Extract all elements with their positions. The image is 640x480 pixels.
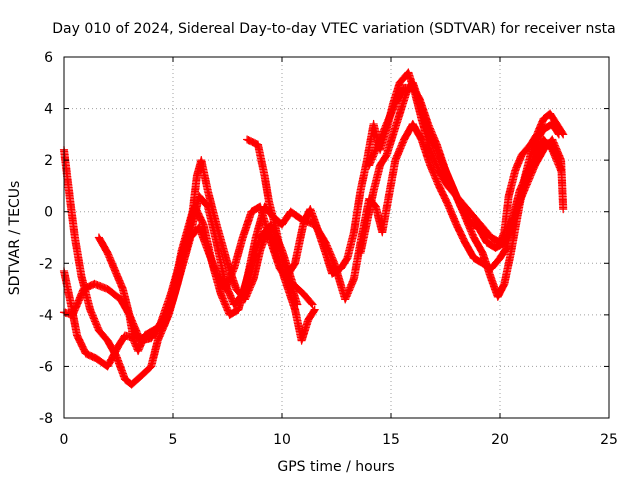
x-tick-label: 10 (273, 432, 291, 448)
y-tick-label: 0 (44, 205, 53, 221)
x-tick-label: 20 (491, 432, 509, 448)
y-tick-label: 6 (44, 50, 53, 66)
series-track-4 (94, 202, 302, 356)
x-tick-label: 0 (60, 432, 69, 448)
y-tick-label: 4 (44, 102, 53, 118)
chart-title: Day 010 of 2024, Sidereal Day-to-day VTE… (52, 21, 615, 37)
y-tick-label: -8 (39, 411, 53, 427)
series-track-7 (365, 83, 566, 252)
y-tick-label: -4 (39, 308, 53, 324)
y-tick-label: -2 (39, 256, 53, 272)
grid-lines (64, 57, 609, 418)
y-axis-ticks: -8 -6 -4 -2 0 2 4 6 (39, 50, 609, 427)
plot-frame (63, 56, 610, 419)
y-tick-label: 2 (44, 153, 53, 169)
x-tick-label: 5 (169, 432, 178, 448)
data-series (59, 68, 568, 389)
x-tick-label: 15 (382, 432, 400, 448)
y-axis-label: SDTVAR / TECUs (7, 181, 23, 296)
x-tick-label: 25 (600, 432, 618, 448)
x-axis-label: GPS time / hours (277, 459, 394, 475)
y-tick-label: -6 (39, 359, 53, 375)
x-axis-ticks: 0 5 10 15 20 25 (60, 57, 618, 448)
